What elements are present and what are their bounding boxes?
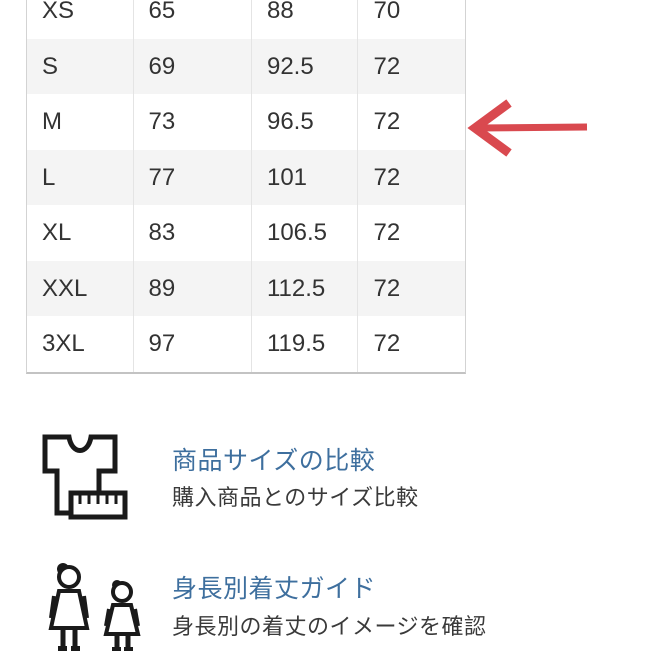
height-length-guide-link[interactable]: 身長別着丈ガイド	[172, 575, 377, 603]
measurement-cell: 119.5	[252, 316, 359, 372]
size-label-cell: L	[27, 149, 134, 205]
measurement-cell: 72	[373, 330, 401, 357]
size-label-cell: XS	[27, 0, 134, 39]
measurement-cell: 70	[373, 0, 401, 24]
measurement-cell: 97	[134, 316, 252, 372]
measurement-cell: 96.5	[252, 94, 359, 150]
table-row-l: L 77 101 72	[27, 149, 465, 205]
measurement-cell: 72	[373, 108, 401, 135]
measurement-cell: 72	[373, 163, 401, 191]
size-label-cell: XXL	[27, 260, 134, 316]
measurement-cell: 65	[134, 0, 252, 39]
product-size-comparison-description: 購入商品とのサイズ比較	[172, 485, 419, 510]
table-row-xxl: XXL 89 112.5 72	[27, 260, 465, 316]
measurement-cell: 89	[134, 260, 252, 316]
red-left-arrow-icon	[464, 96, 592, 160]
size-label-cell: S	[27, 38, 134, 94]
measurement-cell: 72	[373, 52, 401, 80]
size-label-cell: XL	[27, 205, 134, 261]
tshirt-ruler-icon	[40, 430, 128, 529]
measurement-cell: 72	[373, 274, 401, 302]
measurement-cell: 83	[134, 205, 252, 261]
measurement-cell: 101	[252, 149, 359, 205]
product-size-comparison-section[interactable]: 商品サイズの比較 購入商品とのサイズ比較	[0, 428, 470, 528]
measurement-cell: 112.5	[252, 260, 359, 316]
measurement-cell: 73	[134, 94, 252, 150]
table-row-xs: XS 65 88 70	[27, 0, 465, 39]
size-table: XS 65 88 70 S 69 92.5 72 M 73 96.5 72 L …	[26, 0, 466, 374]
size-label-cell: 3XL	[27, 316, 134, 372]
measurement-cell: 88	[252, 0, 359, 39]
product-size-comparison-link[interactable]: 商品サイズの比較	[172, 447, 376, 475]
height-length-guide-description: 身長別の着丈のイメージを確認	[172, 614, 487, 639]
measurement-cell: 72	[373, 219, 401, 246]
height-length-guide-section[interactable]: 身長別着丈ガイド 身長別の着丈のイメージを確認	[0, 552, 486, 651]
table-row-3xl: 3XL 97 119.5 72	[27, 316, 465, 372]
measurement-cell: 106.5	[252, 205, 359, 261]
table-row-m: M 73 96.5 72	[27, 94, 465, 150]
table-row-xl: XL 83 106.5 72	[27, 205, 465, 261]
measurement-cell: 77	[134, 149, 252, 205]
two-people-height-icon	[38, 560, 146, 651]
size-label-cell: M	[27, 94, 134, 150]
table-row-s: S 69 92.5 72	[27, 38, 465, 94]
measurement-cell: 92.5	[252, 38, 359, 94]
measurement-cell: 69	[134, 38, 252, 94]
